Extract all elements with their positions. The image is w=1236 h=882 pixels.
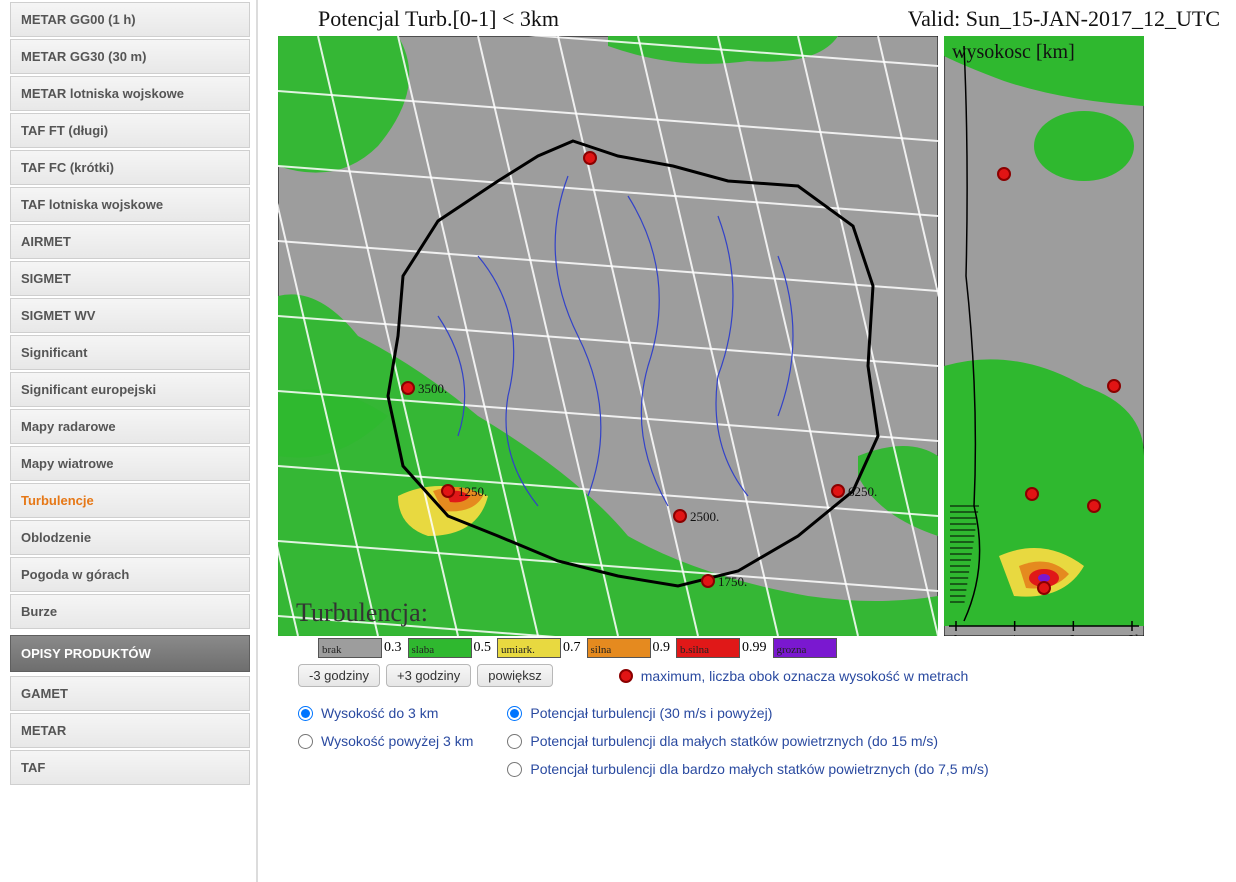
legend-swatch: b.silna0.99 [676, 638, 773, 658]
sidebar-item[interactable]: Significant europejski [10, 372, 250, 407]
legend-swatch: brak0.3 [318, 638, 408, 658]
svg-text:2: 2 [1069, 633, 1076, 636]
sidebar-item[interactable]: METAR GG00 (1 h) [10, 2, 250, 37]
sidebar-item[interactable]: Mapy wiatrowe [10, 446, 250, 481]
sidebar-item[interactable]: METAR GG30 (30 m) [10, 39, 250, 74]
svg-text:1250.: 1250. [458, 484, 487, 499]
svg-text:2500.: 2500. [690, 509, 719, 524]
sidebar-item[interactable]: Turbulencje [10, 483, 250, 518]
sidebar-item[interactable]: Oblodzenie [10, 520, 250, 555]
sidebar-product-item[interactable]: METAR [10, 713, 250, 748]
map-svg: Turbulencja: 3500. 1250. 2500. 1750. 6250. [278, 36, 938, 636]
radio-option[interactable]: Wysokość powyżej 3 km [298, 733, 473, 749]
sidebar-item[interactable]: TAF lotniska wojskowe [10, 187, 250, 222]
radio-col-potential: Potencjał turbulencji (30 m/s i powyżej)… [507, 705, 988, 777]
sidebar-item[interactable]: TAF FT (długi) [10, 113, 250, 148]
sidebar: METAR GG00 (1 h)METAR GG30 (30 m)METAR l… [0, 0, 258, 882]
radio-option[interactable]: Potencjał turbulencji dla małych statków… [507, 733, 988, 749]
sidebar-item[interactable]: Significant [10, 335, 250, 370]
radio-option[interactable]: Wysokość do 3 km [298, 705, 473, 721]
svg-text:wysokosc [km]: wysokosc [km] [952, 41, 1075, 63]
chart-title-left: Potencjal Turb.[0-1] < 3km [318, 6, 559, 32]
legend-swatch: umiark.0.7 [497, 638, 587, 658]
svg-text:6250.: 6250. [848, 484, 877, 499]
marker-key-icon [619, 669, 633, 683]
marker-key-label: maximum, liczba obok oznacza wysokość w … [641, 668, 969, 684]
svg-text:3km: 3km [1128, 633, 1144, 636]
zoom-button[interactable]: powiększ [477, 664, 552, 687]
button-row: -3 godziny +3 godziny powiększ maximum, … [278, 664, 1226, 687]
svg-text:3500.: 3500. [418, 381, 447, 396]
radio-col-height: Wysokość do 3 km Wysokość powyżej 3 km [298, 705, 473, 777]
sidebar-item[interactable]: Pogoda w górach [10, 557, 250, 592]
sidebar-item[interactable]: METAR lotniska wojskowe [10, 76, 250, 111]
legend-swatch: grozna [773, 638, 845, 658]
svg-text:Turbulencja:: Turbulencja: [296, 598, 428, 627]
sidebar-item[interactable]: Mapy radarowe [10, 409, 250, 444]
side-svg: wysokosc [km] 0 1 2 3km [944, 36, 1144, 636]
sidebar-item[interactable]: Burze [10, 594, 250, 629]
map-wrap: Turbulencja: 3500. 1250. 2500. 1750. 6250. wy… [278, 36, 1226, 636]
sidebar-product-item[interactable]: GAMET [10, 676, 250, 711]
radio-group: Wysokość do 3 km Wysokość powyżej 3 km Po… [278, 705, 1226, 777]
svg-text:0: 0 [952, 633, 959, 636]
chart-title-row: Potencjal Turb.[0-1] < 3km Valid: Sun_15… [278, 6, 1226, 32]
radio-option[interactable]: Potencjał turbulencji dla bardzo małych … [507, 761, 988, 777]
minus-3h-button[interactable]: -3 godziny [298, 664, 380, 687]
main-content: Potencjal Turb.[0-1] < 3km Valid: Sun_15… [258, 0, 1236, 882]
sidebar-item[interactable]: AIRMET [10, 224, 250, 259]
altitude-profile: wysokosc [km] 0 1 2 3km [944, 36, 1144, 636]
legend-row: brak0.3slaba0.5umiark.0.7silna0.9b.silna… [278, 638, 1226, 658]
legend-swatch: silna0.9 [587, 638, 677, 658]
plus-3h-button[interactable]: +3 godziny [386, 664, 471, 687]
radio-option[interactable]: Potencjał turbulencji (30 m/s i powyżej) [507, 705, 988, 721]
chart-title-right: Valid: Sun_15-JAN-2017_12_UTC [908, 6, 1220, 32]
sidebar-item[interactable]: SIGMET WV [10, 298, 250, 333]
sidebar-product-item[interactable]: TAF [10, 750, 250, 785]
marker-key: maximum, liczba obok oznacza wysokość w … [619, 668, 969, 684]
turbulence-map: Turbulencja: 3500. 1250. 2500. 1750. 6250. [278, 36, 938, 636]
sidebar-item[interactable]: TAF FC (krótki) [10, 150, 250, 185]
svg-text:1: 1 [1011, 633, 1018, 636]
sidebar-section-header: OPISY PRODUKTÓW [10, 635, 250, 672]
legend-swatch: slaba0.5 [408, 638, 498, 658]
svg-text:1750.: 1750. [718, 574, 747, 589]
sidebar-item[interactable]: SIGMET [10, 261, 250, 296]
